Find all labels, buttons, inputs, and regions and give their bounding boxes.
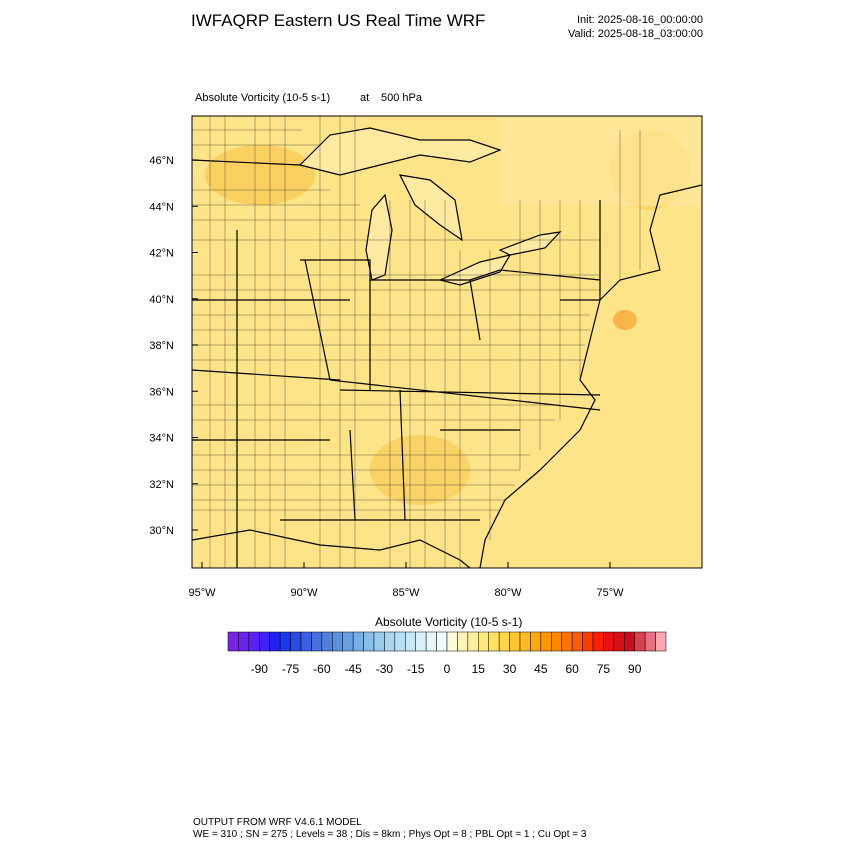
colorbar-box: [498, 631, 510, 652]
footer-line: OUTPUT FROM WRF V4.6.1 MODEL: [193, 817, 362, 828]
colorbar-label: 15: [472, 662, 486, 676]
colorbar-box: [300, 631, 312, 652]
colorbar-label: 60: [565, 662, 579, 676]
lon-label: 90°W: [290, 587, 318, 599]
colorbar-box: [279, 631, 291, 652]
colorbar-box: [436, 631, 448, 652]
lat-label: 46°N: [149, 155, 174, 167]
colorbar-box: [321, 631, 333, 652]
colorbar-label: 90: [628, 662, 642, 676]
lon-label: 95°W: [188, 587, 216, 599]
lat-label: 30°N: [149, 525, 174, 537]
map: [191, 115, 703, 569]
init-time: Init: 2025-08-16_00:00:00: [577, 14, 703, 26]
colorbar-box: [467, 631, 479, 652]
lon-label: 80°W: [494, 587, 522, 599]
colorbar-box: [644, 631, 656, 652]
colorbar-box: [332, 631, 343, 652]
colorbar-label: -45: [344, 662, 362, 676]
colorbar-label: 45: [534, 662, 548, 676]
colorbar-box: [478, 631, 489, 652]
field-label: Absolute Vorticity (10-5 s-1): [195, 92, 330, 104]
colorbar-box: [290, 631, 302, 652]
lat-label: 38°N: [149, 340, 174, 352]
colorbar-title: Absolute Vorticity (10-5 s-1): [375, 615, 522, 629]
lon-label: 85°W: [392, 587, 420, 599]
colorbar-box: [259, 631, 270, 652]
colorbar-box: [509, 631, 521, 652]
colorbar-box: [519, 631, 531, 652]
lat-label: 42°N: [149, 248, 174, 260]
colorbar-box: [592, 631, 604, 652]
at-label: at: [360, 92, 369, 104]
colorbar-label: 30: [503, 662, 517, 676]
lat-label: 40°N: [149, 294, 174, 306]
colorbar-label: 0: [444, 662, 451, 676]
lat-label: 34°N: [149, 433, 174, 445]
lat-label: 32°N: [149, 479, 174, 491]
colorbar-label: -90: [251, 662, 269, 676]
title: IWFAQRP Eastern US Real Time WRF: [191, 11, 485, 30]
colorbar-box: [603, 631, 615, 652]
colorbar-box: [425, 631, 437, 652]
colorbar-label: -15: [407, 662, 425, 676]
lon-label: 75°W: [596, 587, 624, 599]
lat-label: 36°N: [149, 386, 174, 398]
valid-time: Valid: 2025-08-18_03:00:00: [568, 28, 703, 40]
colorbar-box: [394, 631, 406, 652]
colorbar-box: [613, 631, 625, 652]
colorbar-box: [457, 631, 469, 652]
colorbar-label: -75: [282, 662, 300, 676]
colorbar-box: [405, 631, 416, 652]
colorbar-label: 75: [597, 662, 611, 676]
colorbar-label: -60: [313, 662, 331, 676]
colorbar-box: [655, 631, 667, 652]
colorbar-box: [634, 631, 646, 652]
lat-label: 44°N: [149, 201, 174, 213]
colorbar-box: [582, 631, 594, 652]
colorbar-box: [248, 631, 260, 652]
colorbar-box: [571, 631, 583, 652]
colorbar-box: [363, 631, 375, 652]
level-label: 500 hPa: [381, 92, 423, 104]
colorbar-box: [311, 631, 323, 652]
colorbar-box: [624, 631, 635, 652]
colorbar-box: [551, 631, 562, 652]
colorbar-box: [269, 631, 281, 652]
colorbar-box: [352, 631, 364, 652]
colorbar-box: [561, 631, 573, 652]
colorbar-box: [373, 631, 385, 652]
colorbar-box: [342, 631, 354, 652]
colorbar-box: [488, 631, 500, 652]
colorbar-box: [530, 631, 542, 652]
footer-line: WE = 310 ; SN = 275 ; Levels = 38 ; Dis …: [193, 829, 587, 840]
map-ticks: 46°N 44°N 42°N 40°N 38°N 36°N 34°N 32°N 30°N 95°W…: [149, 155, 624, 599]
colorbar-box: [446, 631, 458, 652]
colorbar-box: [540, 631, 552, 652]
colorbar-box: [227, 631, 239, 652]
colorbar: -90 -75 -60 -45 -30 -15 0 15 30 45 60 75 90: [227, 631, 667, 676]
colorbar-box: [384, 631, 396, 652]
colorbar-box: [238, 631, 250, 652]
colorbar-label: -30: [376, 662, 394, 676]
colorbar-box: [415, 631, 427, 652]
